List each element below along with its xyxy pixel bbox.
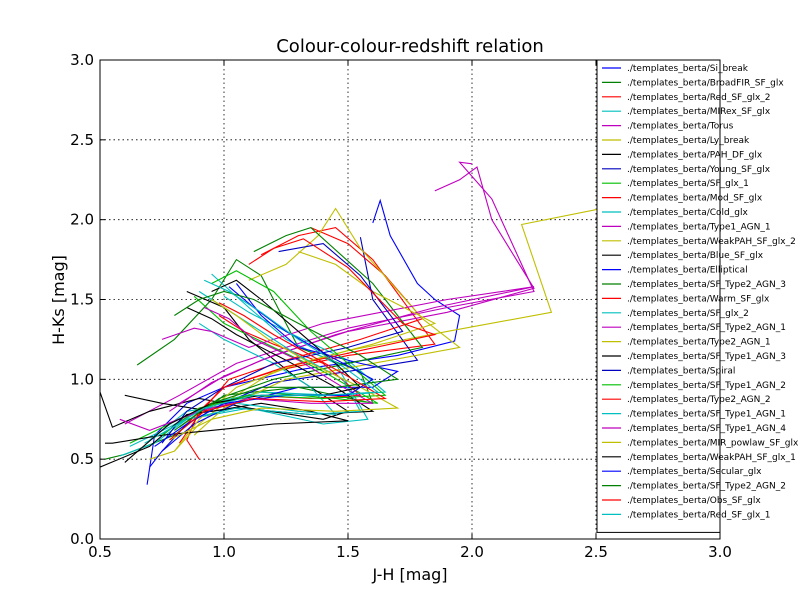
series-lines — [100, 152, 720, 485]
legend-entry: ./templates_berta/Type2_AGN_2 — [627, 395, 771, 405]
legend-entry: ./templates_berta/Si_break — [627, 64, 749, 74]
legend: ./templates_berta/Si_break ./templates_be… — [596, 59, 799, 533]
axis-ticks: 0.5 1.0 1.5 2.0 2.5 3.00.00.51.01.52.02.53.0 — [70, 51, 732, 561]
legend-entry: ./templates_berta/WeakPAH_SF_glx_1 — [627, 453, 796, 463]
series-line-12 — [193, 207, 461, 436]
series-line-26 — [169, 299, 400, 441]
legend-entry: ./templates_berta/Mod_SF_glx — [627, 194, 763, 204]
legend-entry: ./templates_berta/SF_Type1_AGN_3 — [627, 352, 786, 362]
y-tick-label: 2.0 — [70, 211, 94, 229]
x-axis-label: J-H [mag] — [371, 565, 447, 584]
series-line-29 — [174, 290, 400, 431]
legend-entry: ./templates_berta/Young_SF_glx — [627, 165, 771, 175]
legend-entry: ./templates_berta/WeakPAH_SF_glx_2 — [627, 237, 796, 247]
legend-entry: ./templates_berta/SF_Type2_AGN_3 — [627, 280, 786, 290]
x-tick-label: 3.0 — [708, 543, 732, 561]
legend-entry: ./templates_berta/SF_Type1_AGN_4 — [627, 424, 786, 434]
legend-entry: ./templates_berta/SF_glx_2 — [627, 309, 749, 319]
legend-entry: ./templates_berta/Obs_SF_glx — [627, 496, 761, 506]
series-line-13 — [105, 394, 349, 444]
legend-entry: ./templates_berta/SF_Type2_AGN_2 — [627, 482, 786, 492]
chart-title: Colour-colour-redshift relation — [276, 36, 544, 57]
series-line-21 — [161, 243, 404, 444]
legend-box — [596, 59, 721, 533]
series-line-28 — [154, 286, 374, 447]
x-tick-label: 2.5 — [584, 543, 608, 561]
series-line-15 — [179, 226, 424, 428]
series-line-9 — [178, 227, 424, 444]
y-axis-label: H-Ks [mag] — [49, 255, 68, 345]
series-line-18 — [161, 286, 535, 412]
legend-entry: ./templates_berta/Spiral — [627, 366, 735, 376]
y-tick-label: 0.5 — [70, 450, 94, 468]
legend-entry: ./templates_berta/BroadFIR_SF_glx — [627, 78, 784, 88]
x-tick-label: 1.0 — [212, 543, 236, 561]
series-line-30 — [169, 302, 388, 441]
x-tick-label: 1.5 — [336, 543, 360, 561]
legend-entry: ./templates_berta/Blue_SF_glx — [627, 251, 764, 261]
series-line-20 — [100, 306, 375, 468]
legend-entry: ./templates_berta/Type2_AGN_1 — [627, 338, 771, 348]
y-tick-label: 3.0 — [70, 51, 94, 69]
y-tick-label: 1.0 — [70, 370, 94, 388]
legend-entry: ./templates_berta/Torus — [627, 122, 734, 132]
x-tick-label: 2.0 — [460, 543, 484, 561]
legend-entry: ./templates_berta/PAH_DF_glx — [627, 150, 763, 160]
legend-entry: ./templates_berta/MIRex_SF_glx — [627, 107, 771, 117]
legend-entry: ./templates_berta/Secular_glx — [627, 467, 762, 477]
legend-entry: ./templates_berta/SF_glx_1 — [627, 179, 749, 189]
legend-entry: ./templates_berta/Red_SF_glx_2 — [627, 93, 771, 103]
legend-entry: ./templates_berta/SF_Type2_AGN_1 — [627, 323, 786, 333]
series-line-23 — [186, 238, 437, 425]
legend-entry: ./templates_berta/Warm_SF_glx — [627, 294, 770, 304]
y-tick-label: 2.5 — [70, 131, 94, 149]
legend-entry: ./templates_berta/SF_Type1_AGN_1 — [627, 410, 786, 420]
x-tick-label: 0.5 — [88, 543, 112, 561]
legend-entry: ./templates_berta/MIR_powlaw_SF_glx — [627, 438, 799, 448]
y-tick-label: 0.0 — [70, 530, 94, 548]
series-line-10 — [129, 295, 387, 447]
series-line-0 — [146, 198, 461, 485]
legend-entry: ./templates_berta/SF_Type1_AGN_2 — [627, 381, 786, 391]
legend-entry: ./templates_berta/Red_SF_glx_1 — [627, 510, 771, 520]
legend-entry: ./templates_berta/Ly_break — [627, 136, 750, 146]
y-tick-label: 1.5 — [70, 291, 94, 309]
legend-entry: ./templates_berta/Cold_glx — [627, 208, 748, 218]
legend-entry: ./templates_berta/Type1_AGN_1 — [627, 222, 771, 232]
legend-entry: ./templates_berta/Elliptical — [627, 266, 748, 276]
series-line-31 — [161, 279, 380, 435]
